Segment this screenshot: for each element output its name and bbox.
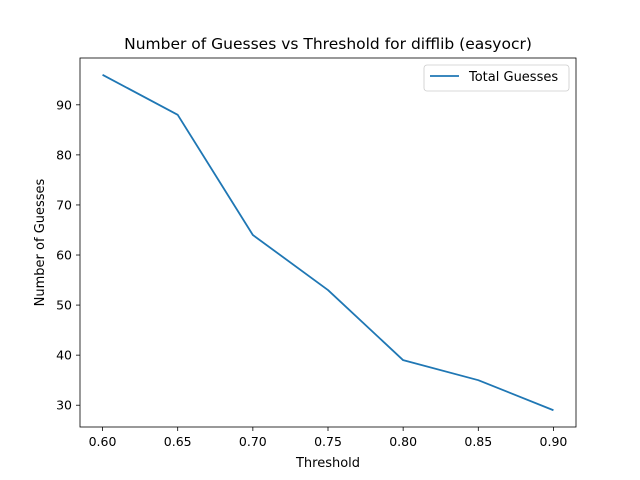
series-line-total-guesses — [102, 73, 554, 412]
plot-area — [102, 73, 554, 412]
y-tick-label: 80 — [56, 147, 72, 162]
x-axis: 0.60 0.65 0.70 0.75 0.80 0.85 0.90 — [89, 427, 568, 449]
plot-frame — [79, 57, 577, 428]
x-tick-label: 0.75 — [314, 434, 342, 449]
y-axis: 30 40 50 60 70 80 90 — [56, 97, 80, 413]
legend-box — [423, 64, 570, 92]
x-tick-label: 0.90 — [540, 434, 568, 449]
x-tick-label: 0.70 — [239, 434, 267, 449]
y-tick-label: 50 — [56, 298, 72, 313]
chart-title: Number of Guesses vs Threshold for diffl… — [124, 35, 532, 53]
x-tick-label: 0.80 — [389, 434, 417, 449]
legend: Total Guesses — [423, 64, 570, 92]
y-tick-label: 70 — [56, 197, 72, 212]
x-tick-label: 0.85 — [464, 434, 492, 449]
y-tick-label: 40 — [56, 348, 72, 363]
y-tick-label: 60 — [56, 248, 72, 263]
y-tick-label: 30 — [56, 398, 72, 413]
x-tick-label: 0.65 — [164, 434, 192, 449]
legend-label-total-guesses: Total Guesses — [468, 70, 558, 85]
y-tick-label: 90 — [56, 97, 72, 112]
x-tick-label: 0.60 — [89, 434, 117, 449]
x-axis-label: Threshold — [295, 456, 360, 471]
y-axis-label: Number of Guesses — [33, 178, 48, 306]
